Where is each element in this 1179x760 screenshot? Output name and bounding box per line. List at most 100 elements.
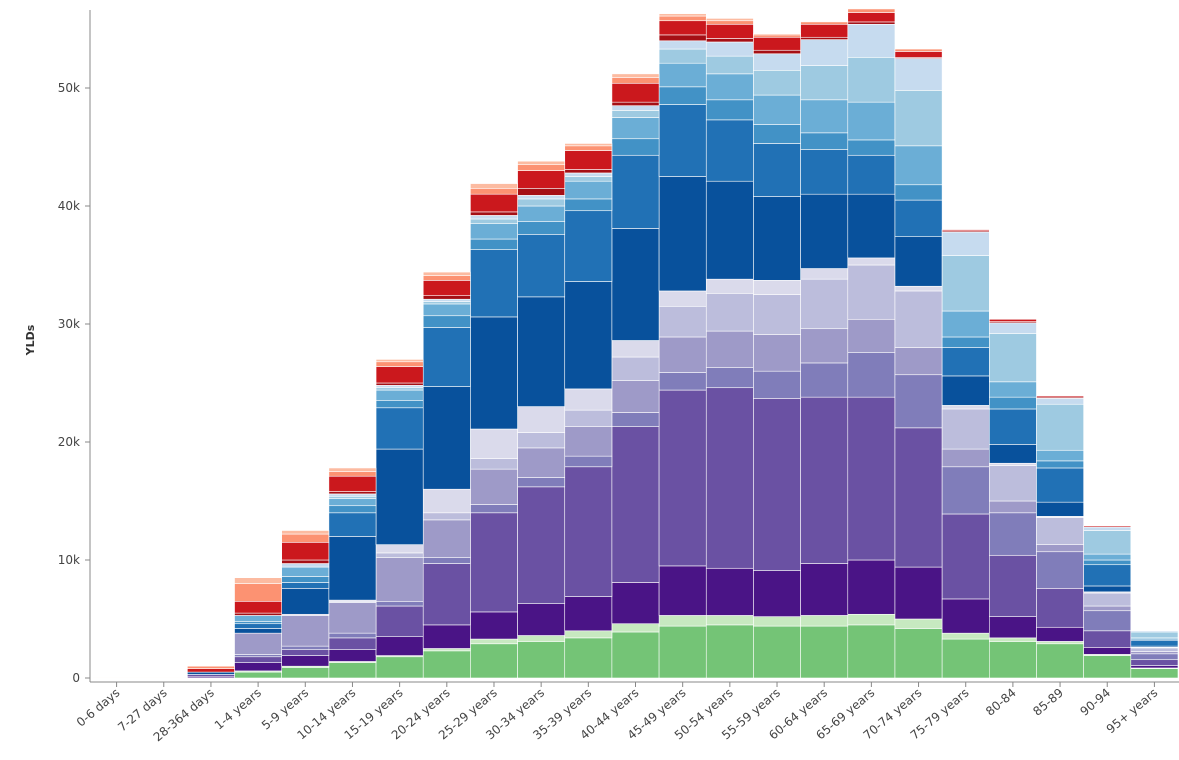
bar-segment xyxy=(895,51,942,57)
bar-segment xyxy=(329,468,376,472)
bar-segment xyxy=(140,677,187,678)
bar-segment xyxy=(376,408,423,449)
bar-segment xyxy=(659,566,706,616)
bar-segment xyxy=(470,644,517,678)
bar-segment xyxy=(376,385,423,387)
bar-segment xyxy=(895,375,942,428)
bar-segment xyxy=(470,250,517,317)
bar-segment xyxy=(753,371,800,398)
bar-segment xyxy=(612,110,659,117)
bar-segment xyxy=(1084,527,1131,531)
bar-segment xyxy=(989,319,1036,321)
bar-segment xyxy=(1131,651,1178,653)
bar-segment xyxy=(423,649,470,651)
bar-segment xyxy=(753,571,800,617)
bar-segment xyxy=(565,456,612,467)
bar-segment xyxy=(848,560,895,614)
y-tick-label: 20k xyxy=(58,435,80,449)
bar-segment xyxy=(187,674,234,676)
bar-segment xyxy=(801,279,848,329)
bar-segment xyxy=(706,181,753,279)
bar-segment xyxy=(753,37,800,50)
bar-segment xyxy=(1131,666,1178,668)
bar-segment xyxy=(565,597,612,631)
bar-segment xyxy=(612,582,659,623)
bar-segment xyxy=(376,553,423,558)
bar-segment xyxy=(518,161,565,165)
bar-segment xyxy=(470,224,517,239)
bar-segment xyxy=(753,280,800,294)
bar-segment xyxy=(376,545,423,553)
bar-segment xyxy=(1036,404,1083,450)
bar-segment xyxy=(659,177,706,291)
bar-segment xyxy=(706,56,753,74)
bar-segment xyxy=(470,429,517,459)
bar-segment xyxy=(470,184,517,189)
bar-segment xyxy=(706,38,753,42)
bar-segment xyxy=(235,601,282,613)
bar-segment xyxy=(565,410,612,427)
bar-segment xyxy=(848,194,895,258)
bar-segment xyxy=(753,34,800,35)
bar-segment xyxy=(423,299,470,301)
x-tick-label: 85-89 xyxy=(1030,686,1066,719)
bar-segment xyxy=(1084,565,1131,586)
bar-segment xyxy=(706,120,753,181)
bar-segment xyxy=(706,42,753,56)
bar-segment xyxy=(282,534,329,542)
bar-segment xyxy=(1036,552,1083,589)
bar-segment xyxy=(1131,632,1178,638)
bar-segment xyxy=(565,467,612,597)
bar-segment xyxy=(470,639,517,644)
bar-segment xyxy=(895,567,942,619)
bar-segment xyxy=(801,149,848,194)
bar-segment xyxy=(1084,656,1131,678)
bar-segment xyxy=(612,77,659,83)
bar-segment xyxy=(376,390,423,401)
bar-segment xyxy=(470,469,517,504)
bar-segment xyxy=(659,41,706,49)
bar-segment xyxy=(518,636,565,642)
bar-segment xyxy=(659,390,706,566)
bar-segment xyxy=(753,95,800,125)
bar-segment xyxy=(659,14,706,16)
bar-segment xyxy=(282,564,329,568)
bar-segment xyxy=(989,638,1036,642)
bar-segment xyxy=(423,280,470,295)
bar-segment xyxy=(1084,647,1131,654)
bar-segment xyxy=(282,577,329,583)
bar-segment xyxy=(753,626,800,678)
bar-segment xyxy=(376,637,423,656)
bar-segment xyxy=(1036,627,1083,641)
bar-segment xyxy=(706,388,753,569)
bar-segment xyxy=(329,638,376,650)
bar-segment xyxy=(989,463,1036,465)
bar-segment xyxy=(376,449,423,545)
bar-segment xyxy=(1131,660,1178,666)
bar-segment xyxy=(470,612,517,639)
bar-segment xyxy=(565,638,612,678)
bar-segment xyxy=(659,291,706,306)
bar-segment xyxy=(989,555,1036,616)
bar-segment xyxy=(801,194,848,268)
bar-segment xyxy=(518,487,565,604)
bar-segment xyxy=(895,348,942,375)
bar-segment xyxy=(565,211,612,282)
bar-segment xyxy=(1084,611,1131,631)
bar-segment xyxy=(235,657,282,663)
bar-segment xyxy=(706,21,753,25)
bar-segment xyxy=(612,102,659,106)
bar-segment xyxy=(942,467,989,514)
bar-segment xyxy=(753,398,800,570)
bar-segment xyxy=(1084,593,1131,606)
bar-segment xyxy=(801,37,848,39)
bar-segment xyxy=(659,16,706,21)
bar-segment xyxy=(848,22,895,24)
bar-segment xyxy=(1036,398,1083,404)
bar-segment xyxy=(895,90,942,145)
bar-segment xyxy=(1131,648,1178,652)
bar-segment xyxy=(565,631,612,638)
bar-segment xyxy=(470,194,517,212)
bar-segment xyxy=(565,169,612,173)
bar-segment xyxy=(470,188,517,194)
